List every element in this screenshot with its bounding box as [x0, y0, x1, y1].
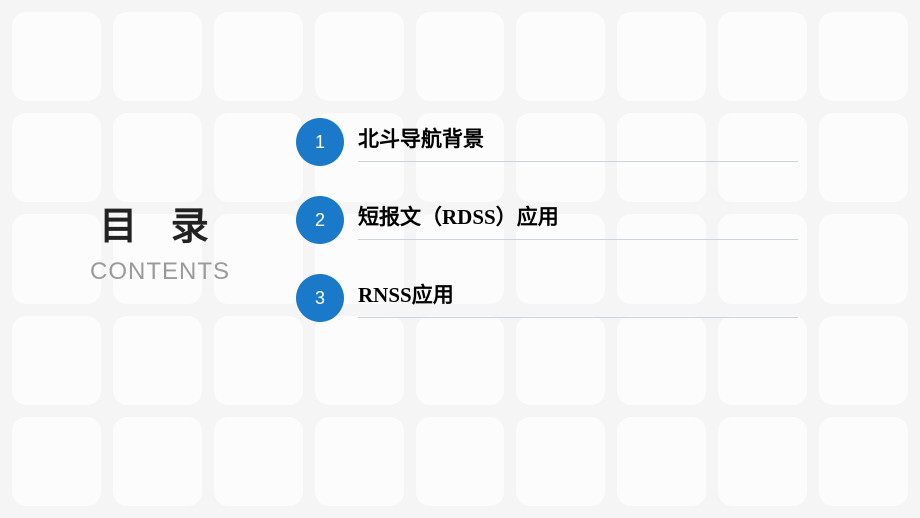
toc-number-3: 3 [296, 274, 344, 322]
heading-main: 目 录 [90, 195, 230, 250]
toc-number-2: 2 [296, 196, 344, 244]
toc-label-wrap-3: RNSS应用 [358, 279, 798, 318]
toc-label-3: RNSS应用 [358, 283, 454, 307]
toc-label-wrap-1: 北斗导航背景 [358, 123, 798, 162]
toc-label-wrap-2: 短报文（RDSS）应用 [358, 201, 798, 240]
toc-item-1: 1 北斗导航背景 [296, 118, 798, 166]
toc-list: 1 北斗导航背景 2 短报文（RDSS）应用 3 RNSS应用 [296, 118, 798, 352]
slide-content: 目 录 CONTENTS 1 北斗导航背景 2 短报文（RDSS）应用 3 RN… [0, 0, 920, 518]
heading-block: 目 录 CONTENTS [90, 195, 230, 286]
toc-label-2: 短报文（RDSS）应用 [358, 205, 559, 229]
toc-number-1: 1 [296, 118, 344, 166]
heading-sub: CONTENTS [90, 258, 230, 286]
toc-item-3: 3 RNSS应用 [296, 274, 798, 322]
toc-label-1: 北斗导航背景 [358, 127, 484, 151]
toc-item-2: 2 短报文（RDSS）应用 [296, 196, 798, 244]
